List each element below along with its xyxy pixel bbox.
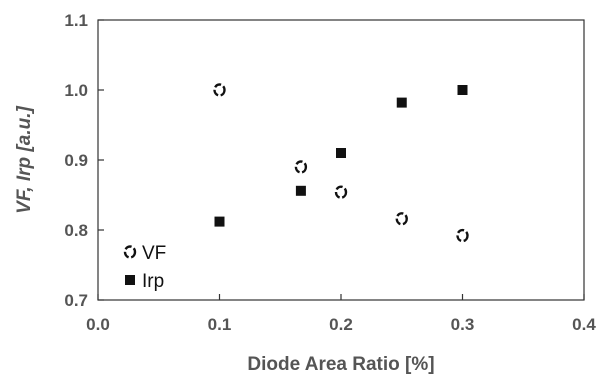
- axes: [97, 19, 585, 301]
- point-vf: [294, 160, 308, 174]
- x-tick-label: 0.1: [208, 315, 232, 334]
- data-points: [213, 83, 469, 243]
- y-tick-label: 1.1: [64, 11, 88, 30]
- x-tick-label: 0.3: [451, 315, 475, 334]
- x-axis-title: Diode Area Ratio [%]: [247, 354, 434, 375]
- point-vf: [334, 185, 348, 199]
- y-tick-label: 0.8: [64, 221, 88, 240]
- point-irp: [295, 185, 306, 196]
- x-tick-label: 0.0: [86, 315, 110, 334]
- x-tick-label: 0.4: [572, 315, 596, 334]
- x-tick-labels: 0.0 0.1 0.2 0.3 0.4: [86, 315, 596, 334]
- legend-marker-vf: [123, 245, 137, 259]
- point-irp: [396, 97, 407, 108]
- legend-label-irp: Irp: [142, 271, 164, 292]
- legend-label-vf: VF: [142, 243, 166, 264]
- y-tick-label: 1.0: [64, 81, 88, 100]
- legend-marker-irp: [125, 275, 135, 285]
- legend: VF Irp: [123, 243, 166, 292]
- point-vf: [213, 83, 226, 97]
- plot-frame: [97, 19, 585, 301]
- y-tick-labels: 0.7 0.8 0.9 1.0 1.1: [64, 11, 88, 310]
- point-irp: [336, 148, 346, 158]
- y-tick-label: 0.9: [64, 151, 88, 170]
- point-vf: [456, 228, 469, 243]
- point-irp: [214, 216, 225, 227]
- x-tick-label: 0.2: [329, 315, 353, 334]
- y-tick-label: 0.7: [64, 291, 88, 310]
- point-vf: [395, 212, 408, 226]
- y-axis-title: VF, Irp [a.u.]: [14, 105, 35, 213]
- point-irp: [457, 85, 468, 95]
